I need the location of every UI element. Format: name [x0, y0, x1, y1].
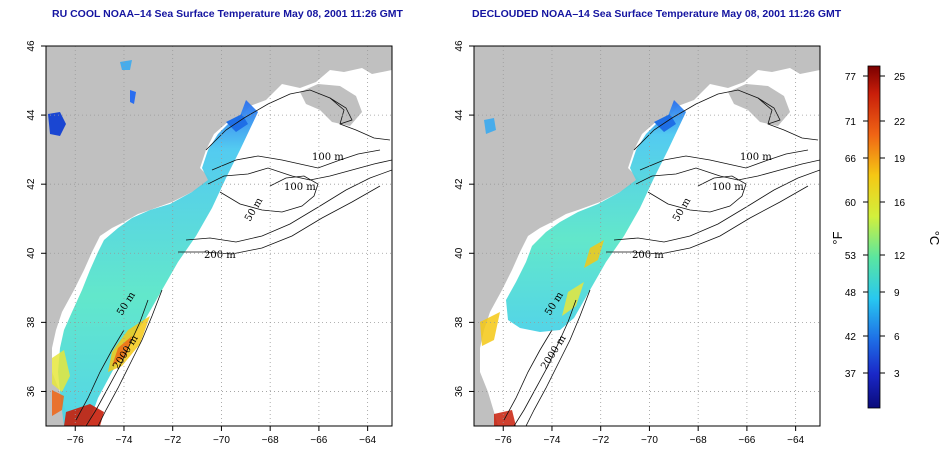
land-mass: [474, 46, 820, 426]
fahrenheit-tick-label: 48: [845, 288, 857, 299]
celsius-tick-label: 19: [894, 154, 906, 165]
lat-tick-label: 42: [454, 178, 465, 190]
fahrenheit-tick-label: 66: [845, 154, 857, 165]
sst-warm-patch: [112, 336, 132, 366]
axis-ticks: −76 −74 −72 −70 −68 −66 −64 36 38 40 42 44 46: [26, 40, 377, 446]
sst-warm-patch: [52, 350, 70, 392]
celsius-tick-label: 6: [894, 332, 900, 343]
sst-hot-patch: [64, 404, 104, 426]
fahrenheit-tick-label: 37: [845, 369, 857, 380]
map-frame: [473, 45, 821, 427]
lon-tick-label: −68: [690, 435, 707, 446]
lon-tick-label: −72: [164, 435, 181, 446]
sst-cold-patch: [130, 90, 136, 104]
lat-lon-gridlines: [474, 46, 820, 426]
contour-label: 200 m: [204, 250, 236, 261]
contour-label: 100 m: [712, 182, 744, 193]
lon-tick-label: −76: [67, 435, 84, 446]
lat-tick-label: 36: [26, 385, 37, 397]
left-panel-title: RU COOL NOAA–14 Sea Surface Temperature …: [52, 8, 403, 20]
sst-warm-patch: [480, 312, 500, 346]
bathymetry-contours: [75, 89, 392, 426]
lat-tick-label: 46: [26, 40, 37, 52]
lat-tick-label: 40: [26, 247, 37, 259]
lat-tick-label: 46: [454, 40, 465, 52]
lat-tick-label: 44: [454, 109, 465, 121]
lon-tick-label: −64: [359, 435, 376, 446]
lon-tick-label: −74: [543, 435, 560, 446]
lat-tick-label: 42: [26, 178, 37, 190]
lat-tick-label: 44: [26, 109, 37, 121]
sst-swath: [58, 100, 258, 426]
lon-tick-label: −74: [115, 435, 132, 446]
sst-swath: [506, 100, 686, 332]
sst-warm-patch: [562, 282, 584, 316]
lat-tick-label: 38: [26, 316, 37, 328]
colorbar-ticks: 77 71 66 60 53 48 42 37 25 22 19 16 12 9 6 3: [845, 72, 906, 380]
fahrenheit-tick-label: 42: [845, 332, 857, 343]
right-map-panel: 100 m 100 m 50 m 200 m 50 m 2000 m −76 −7…: [454, 40, 821, 446]
lon-tick-label: −66: [310, 435, 327, 446]
land-mass: [46, 46, 392, 426]
map-frame: [45, 45, 393, 427]
right-panel-title: DECLOUDED NOAA–14 Sea Surface Temperatur…: [472, 8, 842, 20]
celsius-tick-label: 12: [894, 251, 906, 262]
sst-cold-patch: [120, 60, 132, 70]
fahrenheit-tick-label: 60: [845, 198, 857, 209]
celsius-tick-label: 16: [894, 198, 906, 209]
contour-label: 200 m: [632, 250, 664, 261]
celsius-unit-label: °C: [927, 231, 942, 246]
lat-lon-gridlines: [46, 46, 392, 426]
lon-tick-label: −76: [495, 435, 512, 446]
bathymetry-contours: [503, 89, 820, 426]
lat-tick-label: 36: [454, 385, 465, 397]
sst-cold-patch: [484, 118, 496, 134]
fahrenheit-tick-label: 53: [845, 251, 857, 262]
contour-label: 100 m: [740, 152, 772, 163]
lat-tick-label: 38: [454, 316, 465, 328]
colorbar-gradient: [867, 65, 881, 409]
lon-tick-label: −70: [641, 435, 658, 446]
celsius-tick-label: 25: [894, 72, 906, 83]
lat-tick-label: 40: [454, 247, 465, 259]
celsius-tick-label: 22: [894, 117, 906, 128]
sst-cold-patch: [48, 112, 66, 136]
temperature-colorbar: 77 71 66 60 53 48 42 37 25 22 19 16 12 9 6 3 °F °C: [830, 65, 942, 409]
lon-tick-label: −70: [213, 435, 230, 446]
contour-label: 100 m: [284, 182, 316, 193]
sst-warm-patch: [584, 240, 604, 268]
contour-label: 100 m: [312, 152, 344, 163]
land-mass: [300, 84, 362, 126]
land-mass: [728, 84, 790, 126]
lon-tick-label: −64: [787, 435, 804, 446]
sst-hot-patch: [52, 390, 64, 416]
lon-tick-label: −68: [262, 435, 279, 446]
celsius-tick-label: 3: [894, 369, 900, 380]
fahrenheit-tick-label: 77: [845, 72, 857, 83]
lon-tick-label: −66: [738, 435, 755, 446]
left-map-panel: 100 m 100 m 50 m 200 m 50 m 2000 m −76 −7…: [26, 40, 393, 446]
fahrenheit-unit-label: °F: [830, 231, 845, 244]
lon-tick-label: −72: [592, 435, 609, 446]
celsius-tick-label: 9: [894, 288, 900, 299]
fahrenheit-tick-label: 71: [845, 117, 857, 128]
axis-ticks: −76 −74 −72 −70 −68 −66 −64 36 38 40 42 44 46: [454, 40, 805, 446]
